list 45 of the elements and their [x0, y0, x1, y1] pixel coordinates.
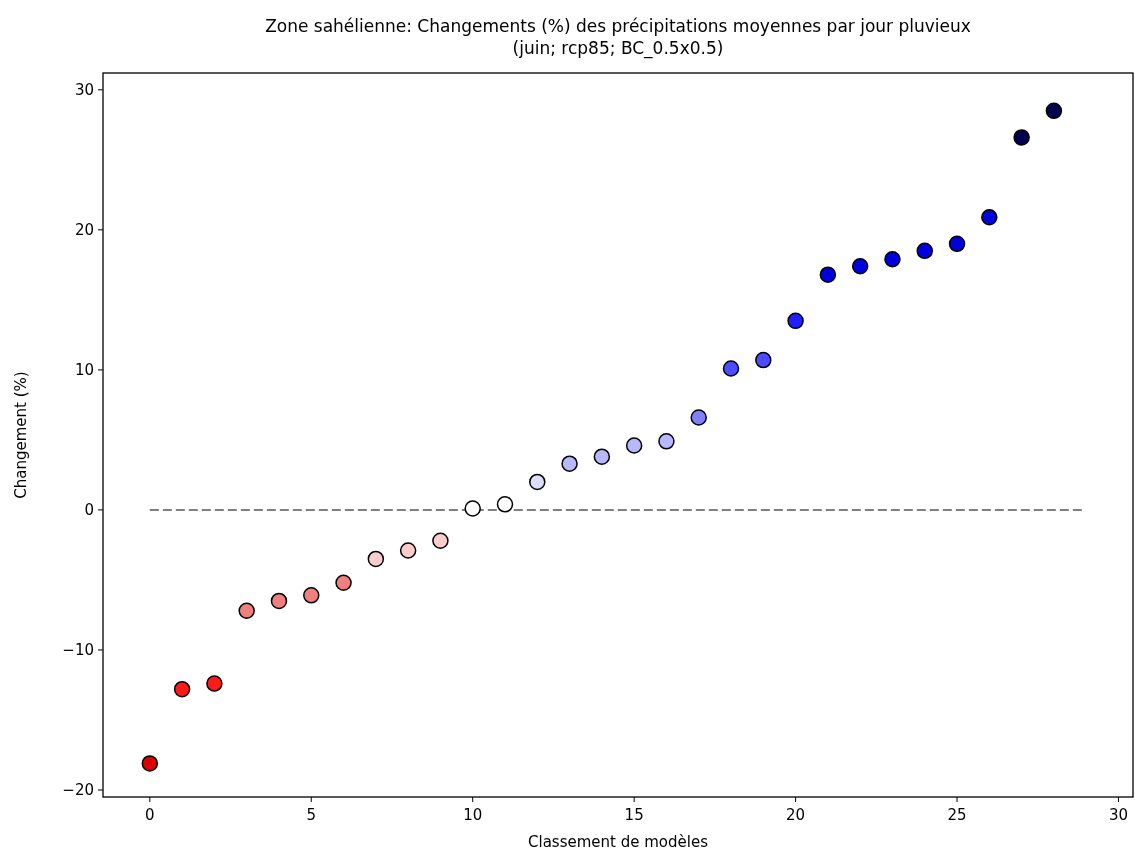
- point: [432, 532, 449, 549]
- point: [270, 592, 288, 610]
- x-tick-label: 5: [306, 806, 317, 824]
- point: [1045, 102, 1063, 120]
- x-tick-label: 20: [786, 806, 806, 824]
- point: [690, 409, 707, 426]
- point: [335, 574, 352, 591]
- point: [722, 360, 740, 377]
- y-tick-label: −10: [62, 640, 94, 659]
- point: [141, 755, 159, 772]
- y-tick-label: 30: [74, 80, 94, 99]
- x-tick-label: 15: [624, 806, 644, 824]
- y-tick-label: 0: [84, 500, 94, 519]
- point: [1013, 129, 1030, 146]
- y-tick-label: −20: [62, 781, 94, 799]
- x-tick-label: 10: [463, 806, 483, 824]
- point: [496, 496, 514, 513]
- x-axis-title: Classement de modèles: [528, 833, 709, 851]
- point: [303, 587, 320, 604]
- x-tick-label: 0: [145, 806, 155, 824]
- x-tick-label: 25: [947, 806, 967, 824]
- point: [173, 680, 191, 698]
- point: [916, 242, 933, 260]
- y-tick-label: 20: [74, 220, 94, 239]
- chart-title: Zone sahélienne: Changements (%) des précipitations moyennes par jour pluvieux (juin; rcp85; BC_0.5x0.5): [265, 16, 971, 59]
- point: [206, 675, 223, 692]
- point: [399, 542, 417, 559]
- point: [884, 251, 901, 268]
- point: [658, 433, 675, 450]
- point: [787, 312, 804, 330]
- point: [561, 455, 578, 472]
- point: [625, 437, 643, 454]
- x-tick-label: 30: [1108, 806, 1129, 824]
- point: [948, 235, 966, 253]
- point: [464, 500, 481, 517]
- point: [851, 258, 869, 275]
- point: [755, 351, 772, 369]
- point: [529, 473, 546, 491]
- point: [819, 266, 837, 283]
- point: [238, 602, 255, 619]
- point: [593, 448, 611, 465]
- y-axis-title: Changement (%): [12, 371, 30, 499]
- y-tick-label: 10: [74, 360, 94, 379]
- point: [367, 550, 385, 568]
- point: [981, 208, 998, 226]
